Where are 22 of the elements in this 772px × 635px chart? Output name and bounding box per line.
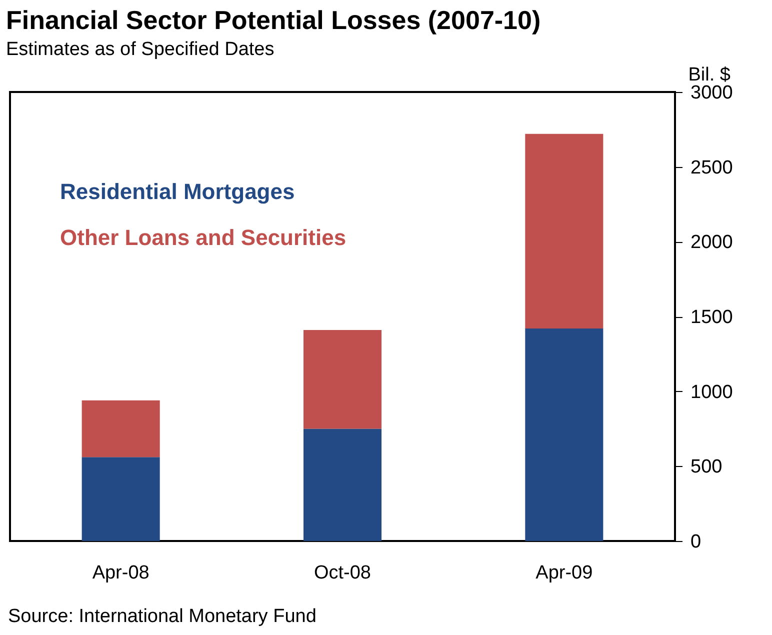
y-tick-label: 0 — [690, 532, 702, 552]
x-tick-label: Apr-09 — [536, 562, 593, 584]
x-tick-label: Oct-08 — [314, 562, 372, 584]
text: Residential Mortgages — [60, 179, 295, 204]
y-tick-label: 2000 — [690, 232, 733, 254]
source-note: Source: International Monetary Fund — [8, 606, 316, 627]
y-axis-title: Bil. $ — [688, 64, 731, 86]
y-tick-label: 1000 — [690, 382, 733, 403]
text: Other Loans and Securities — [60, 225, 346, 250]
chart-subtitle: Estimates as of Specified Dates — [6, 39, 274, 60]
bar — [525, 134, 604, 328]
y-tick-label: 1500 — [690, 307, 733, 328]
chart-title: Financial Sector Potential Losses (2007-10) — [6, 5, 541, 35]
bar — [82, 457, 160, 541]
bar — [82, 400, 160, 458]
y-tick-label: 500 — [690, 456, 722, 478]
y-tick-label: 3000 — [690, 82, 733, 104]
x-tick-label: Apr-08 — [92, 562, 150, 584]
bar — [303, 330, 382, 429]
bar — [525, 328, 604, 541]
y-tick-label: 2500 — [690, 157, 733, 178]
bar — [303, 428, 382, 541]
